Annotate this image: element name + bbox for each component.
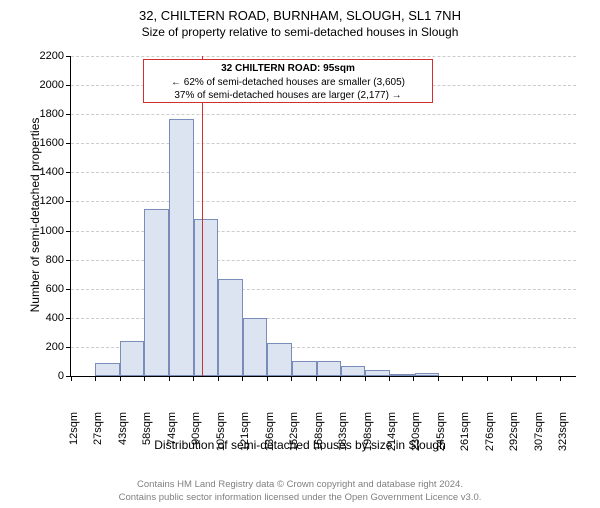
chart-container: 32, CHILTERN ROAD, BURNHAM, SLOUGH, SL1 … [0, 8, 600, 508]
histogram-bar [267, 343, 292, 376]
x-tick-label: 292sqm [508, 412, 520, 462]
y-tick-label: 600 [26, 283, 64, 295]
x-tick [536, 376, 537, 381]
y-tick-label: 200 [26, 341, 64, 353]
y-tick [66, 85, 71, 86]
histogram-bar [194, 219, 218, 376]
x-tick-label: 136sqm [264, 412, 276, 462]
histogram-bar [390, 374, 415, 376]
y-tick [66, 172, 71, 173]
y-tick [66, 260, 71, 261]
y-tick-label: 1000 [26, 225, 64, 237]
x-tick-label: 105sqm [215, 412, 227, 462]
histogram-bar [317, 361, 341, 376]
y-tick [66, 289, 71, 290]
x-tick-label: 261sqm [459, 412, 471, 462]
x-tick-label: 27sqm [92, 412, 104, 462]
x-tick [291, 376, 292, 381]
x-tick-label: 43sqm [117, 412, 129, 462]
y-tick-label: 0 [26, 370, 64, 382]
x-tick-label: 168sqm [313, 412, 325, 462]
x-tick-label: 74sqm [166, 412, 178, 462]
histogram-bar [365, 370, 390, 376]
x-axis-label: Distribution of semi-detached houses by … [0, 438, 600, 452]
x-tick [487, 376, 488, 381]
x-tick [267, 376, 268, 381]
x-tick [438, 376, 439, 381]
histogram-bar [218, 279, 243, 376]
x-tick [365, 376, 366, 381]
y-tick [66, 114, 71, 115]
x-tick [120, 376, 121, 381]
y-tick-label: 1800 [26, 108, 64, 120]
x-tick-label: 323sqm [557, 412, 569, 462]
annotation-line3: 37% of semi-detached houses are larger (… [174, 90, 401, 101]
x-tick [218, 376, 219, 381]
gridline [71, 143, 576, 144]
y-tick-label: 400 [26, 312, 64, 324]
chart-title-line1: 32, CHILTERN ROAD, BURNHAM, SLOUGH, SL1 … [0, 8, 600, 23]
y-tick-label: 1600 [26, 137, 64, 149]
gridline [71, 201, 576, 202]
x-tick [462, 376, 463, 381]
histogram-bar [243, 318, 267, 376]
gridline [71, 114, 576, 115]
y-tick [66, 231, 71, 232]
gridline [71, 56, 576, 57]
chart-title-line2: Size of property relative to semi-detach… [0, 25, 600, 39]
x-tick-label: 90sqm [190, 412, 202, 462]
x-tick-label: 121sqm [239, 412, 251, 462]
histogram-bar [144, 209, 169, 376]
histogram-bar [292, 361, 317, 376]
x-tick-label: 214sqm [386, 412, 398, 462]
y-tick [66, 56, 71, 57]
x-tick [95, 376, 96, 381]
x-tick-label: 198sqm [362, 412, 374, 462]
x-tick-label: 230sqm [410, 412, 422, 462]
x-tick-label: 307sqm [533, 412, 545, 462]
y-tick-label: 1200 [26, 195, 64, 207]
x-tick [340, 376, 341, 381]
x-tick [560, 376, 561, 381]
y-tick-label: 800 [26, 254, 64, 266]
y-tick [66, 347, 71, 348]
x-tick-label: 12sqm [68, 412, 80, 462]
footer-line1: Contains HM Land Registry data © Crown c… [0, 479, 600, 491]
y-axis-label: Number of semi-detached properties [28, 85, 42, 345]
x-tick-label: 276sqm [484, 412, 496, 462]
x-tick-label: 245sqm [435, 412, 447, 462]
chart-footer: Contains HM Land Registry data © Crown c… [0, 479, 600, 504]
y-tick [66, 201, 71, 202]
gridline [71, 172, 576, 173]
x-tick-label: 152sqm [288, 412, 300, 462]
footer-line2: Contains public sector information licen… [0, 492, 600, 504]
annotation-line2: ← 62% of semi-detached houses are smalle… [171, 77, 405, 88]
x-tick [511, 376, 512, 381]
x-tick [316, 376, 317, 381]
histogram-bar [415, 373, 439, 376]
x-tick [242, 376, 243, 381]
x-tick [169, 376, 170, 381]
x-tick-label: 58sqm [141, 412, 153, 462]
histogram-bar [169, 119, 194, 376]
histogram-bar [95, 363, 120, 376]
x-tick-label: 183sqm [337, 412, 349, 462]
x-tick [71, 376, 72, 381]
x-tick [389, 376, 390, 381]
y-tick-label: 1400 [26, 166, 64, 178]
y-tick [66, 143, 71, 144]
reference-line [202, 56, 203, 376]
x-tick [193, 376, 194, 381]
x-tick [413, 376, 414, 381]
histogram-bar [341, 366, 365, 376]
y-tick [66, 318, 71, 319]
x-tick [144, 376, 145, 381]
plot-area: 0200400600800100012001400160018002000220… [70, 56, 576, 377]
annotation-line1: 32 CHILTERN ROAD: 95sqm [221, 63, 355, 74]
y-tick-label: 2000 [26, 79, 64, 91]
annotation-box: 32 CHILTERN ROAD: 95sqm ← 62% of semi-det… [143, 59, 433, 103]
histogram-bar [120, 341, 144, 376]
y-tick-label: 2200 [26, 50, 64, 62]
